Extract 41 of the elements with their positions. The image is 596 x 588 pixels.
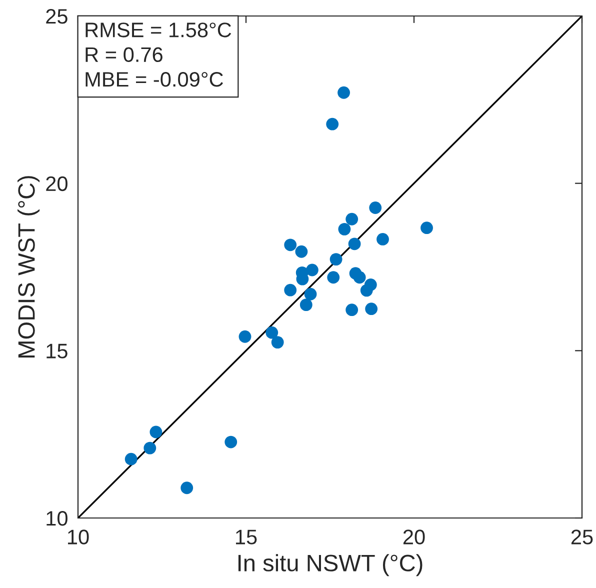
point [353,271,366,284]
point [271,336,284,349]
x-tick-label: 10 [68,530,89,544]
point [150,426,162,438]
point [346,304,358,316]
point [284,284,297,296]
point [266,326,278,339]
point [376,233,389,246]
point [369,202,382,214]
point [238,330,252,343]
x-axis-title: In situ NSWT (°C) [238,554,422,576]
point [306,264,318,276]
x-tick-label: 15 [236,530,257,544]
y-tick-label: 25 [46,9,68,24]
point [300,298,312,312]
point [124,452,138,466]
point [327,271,340,284]
point [295,245,308,258]
point [338,86,350,99]
y-axis-title: MODIS WST (°C) [18,176,40,358]
point [284,238,297,252]
y-tick-label: 15 [46,344,68,358]
annotation: MBE = -0.09°C [86,72,224,87]
annotation: R = 0.76 [86,47,162,62]
point [326,118,339,130]
x-tick-label: 20 [403,530,425,544]
point [224,436,238,448]
point [180,482,194,494]
y-tick-label: 10 [46,511,68,526]
annotation: RMSE = 1.58°C [86,22,232,38]
point [338,222,351,236]
point [348,238,361,250]
point [330,253,342,266]
point [365,302,378,316]
point [420,222,433,234]
point [144,442,156,454]
point [304,288,317,300]
x-tick-label: 25 [571,530,593,544]
point [346,212,358,226]
y-tick-label: 20 [46,176,68,192]
point [360,284,373,297]
